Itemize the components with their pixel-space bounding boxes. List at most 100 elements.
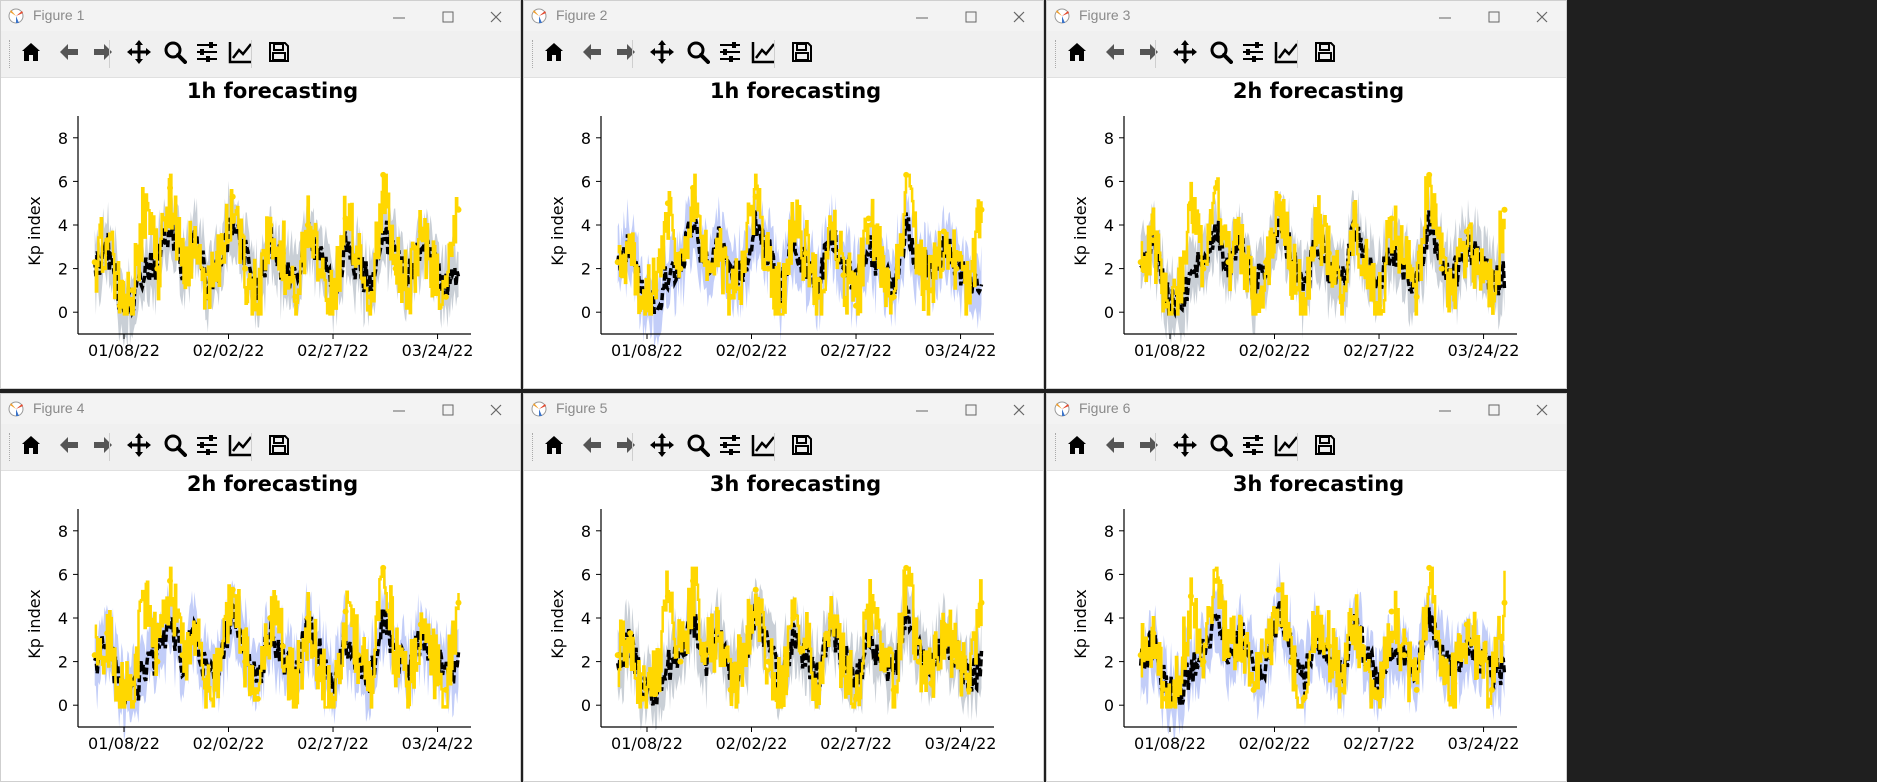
save-button[interactable] (786, 432, 818, 462)
toolbar-grip[interactable] (532, 433, 535, 461)
forward-arrow-icon (614, 40, 638, 68)
back-arrow-button[interactable] (576, 39, 608, 69)
home-button[interactable] (1061, 39, 1093, 69)
edit-axis-button[interactable] (1271, 432, 1303, 462)
matplotlib-app-icon (530, 400, 550, 418)
maximize-button[interactable] (433, 398, 463, 420)
close-button[interactable] (1527, 398, 1557, 420)
figure-window[interactable]: Figure 3 2h forecasting 0 2 4 6 8 01/08/22 02/02… (1046, 0, 1567, 389)
close-button[interactable] (1004, 5, 1034, 27)
forward-arrow-button[interactable] (610, 432, 642, 462)
forward-arrow-button[interactable] (610, 39, 642, 69)
title-bar[interactable]: Figure 3 (1047, 1, 1566, 31)
back-arrow-button[interactable] (53, 39, 85, 69)
close-button[interactable] (481, 5, 511, 27)
edit-axis-button[interactable] (225, 39, 257, 69)
figure-canvas[interactable]: 2h forecasting 0 2 4 6 8 01/08/22 02/02/22 02/27… (1047, 78, 1566, 388)
title-bar[interactable]: Figure 5 (524, 394, 1043, 424)
configure-subplots-button[interactable] (1237, 432, 1269, 462)
toolbar-separator (774, 40, 775, 68)
save-button[interactable] (263, 39, 295, 69)
pan-button[interactable] (646, 39, 678, 69)
toolbar-grip[interactable] (1055, 433, 1058, 461)
figure-canvas[interactable]: 3h forecasting 0 2 4 6 8 01/08/22 02/02/22 02/27… (1047, 471, 1566, 781)
zoom-button[interactable] (682, 39, 714, 69)
home-button[interactable] (1061, 432, 1093, 462)
figure-window[interactable]: Figure 5 3h forecasting 0 2 4 6 8 01/08/22 02/02… (523, 393, 1044, 782)
figure-canvas[interactable]: 1h forecasting 0 2 4 6 8 01/08/22 02/02/22 02/27… (524, 78, 1043, 388)
configure-subplots-button[interactable] (191, 432, 223, 462)
forecast-point (752, 193, 759, 200)
zoom-button[interactable] (682, 432, 714, 462)
forward-arrow-button[interactable] (87, 39, 119, 69)
figure-canvas[interactable]: 1h forecasting 0 2 4 6 8 01/08/22 02/02/22 02/27… (1, 78, 520, 388)
pan-button[interactable] (1169, 432, 1201, 462)
y-axis-label: Kp index (1071, 589, 1090, 659)
forecast-point (790, 222, 797, 228)
zoom-button[interactable] (159, 432, 191, 462)
close-button[interactable] (1004, 398, 1034, 420)
title-bar[interactable]: Figure 1 (1, 1, 520, 31)
edit-axis-button[interactable] (748, 432, 780, 462)
minimize-button[interactable] (907, 398, 937, 420)
figure-canvas[interactable]: 3h forecasting 0 2 4 6 8 01/08/22 02/02/22 02/27… (524, 471, 1043, 781)
title-bar[interactable]: Figure 6 (1047, 394, 1566, 424)
figure-window[interactable]: Figure 2 1h forecasting 0 2 4 6 8 01/08/22 02/02… (523, 0, 1044, 389)
zoom-button[interactable] (1205, 39, 1237, 69)
toolbar-grip[interactable] (9, 40, 12, 68)
forecast-point (405, 287, 412, 294)
back-arrow-button[interactable] (1099, 432, 1131, 462)
forecast-point (129, 680, 136, 687)
minimize-button[interactable] (1430, 398, 1460, 420)
pan-button[interactable] (123, 39, 155, 69)
forward-arrow-button[interactable] (87, 432, 119, 462)
save-button[interactable] (263, 432, 295, 462)
minimize-icon (916, 17, 928, 19)
minimize-button[interactable] (1430, 5, 1460, 27)
figure-window[interactable]: Figure 6 3h forecasting 0 2 4 6 8 01/08/22 02/02… (1046, 393, 1567, 782)
forward-arrow-button[interactable] (1133, 39, 1165, 69)
title-bar[interactable]: Figure 2 (524, 1, 1043, 31)
save-button[interactable] (1309, 39, 1341, 69)
maximize-button[interactable] (433, 5, 463, 27)
close-button[interactable] (481, 398, 511, 420)
forecast-point (254, 695, 261, 702)
maximize-button[interactable] (1479, 398, 1509, 420)
edit-axis-button[interactable] (748, 39, 780, 69)
home-button[interactable] (15, 39, 47, 69)
configure-subplots-button[interactable] (714, 39, 746, 69)
home-button[interactable] (538, 432, 570, 462)
edit-axis-button[interactable] (225, 432, 257, 462)
figure-window[interactable]: Figure 4 2h forecasting 0 2 4 6 8 01/08/22 02/02… (0, 393, 521, 782)
toolbar-grip[interactable] (9, 433, 12, 461)
save-button[interactable] (786, 39, 818, 69)
zoom-button[interactable] (1205, 432, 1237, 462)
configure-subplots-button[interactable] (1237, 39, 1269, 69)
forward-arrow-button[interactable] (1133, 432, 1165, 462)
back-arrow-button[interactable] (53, 432, 85, 462)
maximize-button[interactable] (956, 5, 986, 27)
minimize-button[interactable] (907, 5, 937, 27)
edit-axis-button[interactable] (1271, 39, 1303, 69)
toolbar-grip[interactable] (532, 40, 535, 68)
save-button[interactable] (1309, 432, 1341, 462)
toolbar-grip[interactable] (1055, 40, 1058, 68)
close-button[interactable] (1527, 5, 1557, 27)
figure-canvas[interactable]: 2h forecasting 0 2 4 6 8 01/08/22 02/02/22 02/27… (1, 471, 520, 781)
pan-button[interactable] (1169, 39, 1201, 69)
back-arrow-button[interactable] (576, 432, 608, 462)
title-bar[interactable]: Figure 4 (1, 394, 520, 424)
configure-subplots-button[interactable] (714, 432, 746, 462)
home-button[interactable] (15, 432, 47, 462)
back-arrow-button[interactable] (1099, 39, 1131, 69)
zoom-button[interactable] (159, 39, 191, 69)
home-button[interactable] (538, 39, 570, 69)
maximize-button[interactable] (956, 398, 986, 420)
pan-button[interactable] (123, 432, 155, 462)
configure-subplots-button[interactable] (191, 39, 223, 69)
minimize-button[interactable] (384, 5, 414, 27)
maximize-button[interactable] (1479, 5, 1509, 27)
minimize-button[interactable] (384, 398, 414, 420)
pan-button[interactable] (646, 432, 678, 462)
figure-window[interactable]: Figure 1 1h forecasting 0 2 4 6 8 01/08/22 02/02… (0, 0, 521, 389)
